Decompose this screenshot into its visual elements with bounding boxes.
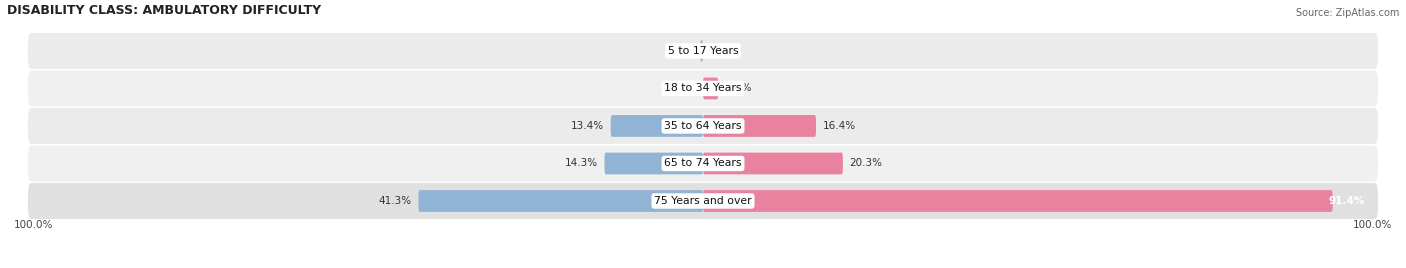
Legend: Male, Female: Male, Female — [650, 267, 756, 268]
Text: 5 to 17 Years: 5 to 17 Years — [668, 46, 738, 56]
FancyBboxPatch shape — [605, 152, 703, 174]
FancyBboxPatch shape — [419, 190, 703, 212]
Text: 13.4%: 13.4% — [571, 121, 603, 131]
Text: 35 to 64 Years: 35 to 64 Years — [664, 121, 742, 131]
Text: 91.4%: 91.4% — [1329, 196, 1364, 206]
Text: 2.2%: 2.2% — [725, 83, 752, 94]
Text: 0.4%: 0.4% — [666, 46, 693, 56]
FancyBboxPatch shape — [28, 33, 1378, 69]
Text: DISABILITY CLASS: AMBULATORY DIFFICULTY: DISABILITY CLASS: AMBULATORY DIFFICULTY — [7, 4, 322, 17]
Text: 16.4%: 16.4% — [823, 121, 856, 131]
FancyBboxPatch shape — [703, 152, 842, 174]
FancyBboxPatch shape — [28, 108, 1378, 144]
FancyBboxPatch shape — [28, 146, 1378, 181]
Text: 100.0%: 100.0% — [14, 220, 53, 230]
Text: 100.0%: 100.0% — [1353, 220, 1392, 230]
FancyBboxPatch shape — [610, 115, 703, 137]
Text: 18 to 34 Years: 18 to 34 Years — [664, 83, 742, 94]
FancyBboxPatch shape — [703, 190, 1333, 212]
Text: 0.0%: 0.0% — [710, 46, 737, 56]
Text: 20.3%: 20.3% — [849, 158, 883, 169]
Text: 75 Years and over: 75 Years and over — [654, 196, 752, 206]
Text: Source: ZipAtlas.com: Source: ZipAtlas.com — [1295, 8, 1399, 18]
Text: 65 to 74 Years: 65 to 74 Years — [664, 158, 742, 169]
FancyBboxPatch shape — [28, 70, 1378, 106]
Text: 0.0%: 0.0% — [669, 83, 696, 94]
FancyBboxPatch shape — [703, 115, 815, 137]
FancyBboxPatch shape — [700, 40, 703, 62]
Text: 41.3%: 41.3% — [378, 196, 412, 206]
Text: 14.3%: 14.3% — [564, 158, 598, 169]
FancyBboxPatch shape — [28, 183, 1378, 219]
FancyBboxPatch shape — [703, 77, 718, 99]
